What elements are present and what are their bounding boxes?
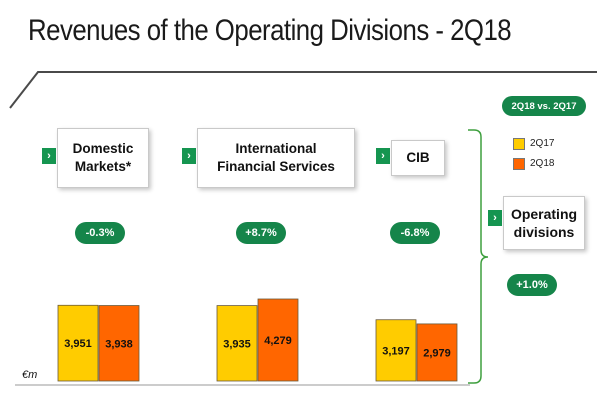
operating-label-line2: divisions	[513, 224, 575, 240]
legend-header: 2Q18 vs. 2Q17	[502, 96, 586, 116]
group-bracket	[468, 129, 489, 384]
bar-2q17-3	[375, 319, 417, 382]
change-badge-cib: -6.8%	[390, 222, 440, 244]
division-label-line1: Domestic	[72, 141, 134, 156]
operating-label-line1: Operating	[510, 206, 578, 222]
bar-2q17-1	[57, 304, 99, 382]
change-badge-domestic: -0.3%	[75, 222, 125, 244]
bar-2q18-1	[98, 305, 140, 382]
bar-value-label: 3,935	[223, 338, 251, 350]
change-badge-ifs: +8.7%	[236, 222, 286, 244]
bar-2q18-3	[416, 323, 458, 382]
bar-value-label: 3,951	[64, 338, 92, 350]
legend-swatch-2q18	[513, 158, 525, 170]
chevron-right-icon: ›	[376, 148, 390, 164]
bar-value-label: 4,279	[264, 335, 292, 347]
header-rule	[9, 71, 597, 109]
bar-2q18-2	[257, 298, 299, 382]
division-label-line1: International	[235, 141, 317, 156]
bar-value-label: 3,197	[382, 345, 410, 357]
legend-swatch-2q17	[513, 138, 525, 150]
division-international-financial-services: International Financial Services	[197, 128, 355, 188]
unit-label: €m	[22, 369, 38, 381]
page-title: Revenues of the Operating Divisions - 2Q…	[28, 14, 512, 47]
change-badge-operating: +1.0%	[507, 274, 557, 296]
bar-value-label: 3,938	[105, 338, 133, 350]
operating-divisions-box: Operating divisions	[503, 196, 585, 250]
chevron-right-icon: ›	[42, 148, 56, 164]
division-cib: CIB	[391, 140, 445, 176]
division-domestic-markets: Domestic Markets*	[57, 128, 149, 188]
division-label-line2: Financial Services	[217, 159, 335, 174]
bar-value-label: 2,979	[423, 347, 451, 359]
legend-label-2q18: 2Q18	[530, 158, 555, 169]
legend-label-2q17: 2Q17	[530, 138, 555, 149]
bar-2q17-2	[216, 305, 258, 382]
chevron-right-icon: ›	[488, 210, 502, 226]
chevron-right-icon: ›	[182, 148, 196, 164]
division-label-line2: Markets*	[74, 159, 132, 174]
division-label-line1: CIB	[406, 150, 430, 165]
